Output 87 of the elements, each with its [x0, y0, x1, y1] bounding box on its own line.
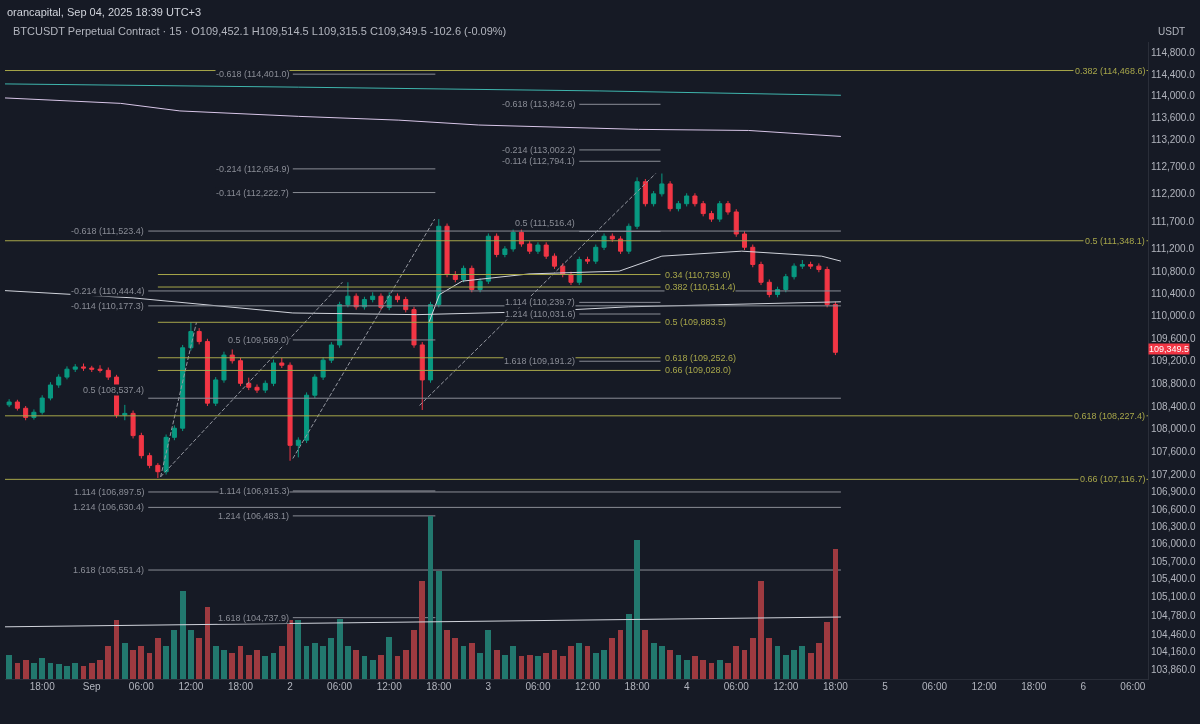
annotation: 109,349.5: [1149, 344, 1190, 354]
annotation: 0.34 (110,739.0): [665, 270, 731, 280]
y-tick-label: 106,900.0: [1151, 486, 1196, 498]
y-tick-label: 111,200.0: [1151, 243, 1195, 255]
annotation: 0.5 (109,569.0): [228, 335, 290, 345]
annotation: 0.66 (109,028.0): [665, 365, 732, 375]
x-tick-label: 12:00: [971, 681, 998, 692]
annotation: -0.214 (112,654.9): [216, 164, 290, 174]
y-tick-label: 113,200.0: [1151, 133, 1196, 145]
annotation: 1.114 (110,239.7): [505, 297, 575, 307]
y-tick-label: 109,600.0: [1151, 332, 1196, 344]
annotation: 0.382 (110,514.4): [665, 282, 736, 292]
x-tick-label: 18:00: [227, 681, 254, 692]
x-tick-label: 18:00: [624, 681, 651, 692]
y-tick-label: 104,160.0: [1151, 646, 1196, 658]
x-tick-label: 06:00: [525, 681, 551, 692]
y-tick-label: 108,400.0: [1151, 400, 1196, 412]
annotation: -0.618 (113,842.6): [502, 99, 576, 109]
y-tick-label: 112,200.0: [1151, 188, 1196, 200]
annotation: 0.5 (111,516.4): [515, 218, 575, 228]
x-tick-label: 12:00: [575, 681, 601, 692]
annotation: 1.618 (105,551.4): [73, 565, 145, 575]
annotation: 0.5 (108,537.4): [83, 385, 145, 395]
annotation: 1.618 (109,191.2): [504, 356, 576, 366]
y-tick-label: 113,600.0: [1151, 111, 1196, 123]
y-tick-label: 107,600.0: [1151, 446, 1196, 458]
y-tick-label: 110,800.0: [1151, 265, 1196, 277]
y-tick-label: 114,000.0: [1151, 90, 1196, 102]
x-tick-label: 12:00: [773, 681, 799, 692]
x-tick-label: 18:00: [822, 681, 849, 692]
annotation: 1.214 (106,630.4): [73, 502, 145, 512]
y-tick-label: 106,000.0: [1151, 538, 1196, 550]
y-tick-label: 114,400.0: [1151, 68, 1196, 80]
annotation: -0.114 (112,794.1): [502, 156, 575, 166]
y-tick-label: 105,700.0: [1151, 555, 1196, 567]
y-tick-label: 110,000.0: [1151, 310, 1196, 322]
y-tick-label: 110,400.0: [1151, 287, 1196, 299]
y-tick-label: 111,700.0: [1151, 215, 1195, 227]
y-tick-label: 107,200.0: [1151, 469, 1196, 481]
annotation: 1.114 (106,897.5): [74, 487, 145, 497]
annotation: 1.214 (106,483.1): [218, 511, 290, 521]
x-tick-label: 2: [287, 681, 294, 692]
annotation: 0.618 (109,252.6): [665, 353, 737, 363]
ref-line-label: 0.5 (111,348.1): [1085, 236, 1145, 246]
x-tick-label: 5: [882, 681, 889, 692]
annotation: -0.214 (113,002.2): [502, 145, 576, 155]
annotation: -0.618 (114,401.0): [216, 69, 290, 79]
y-tick-label: 108,800.0: [1151, 377, 1196, 389]
ref-line-label: 0.66 (107,116.7): [1080, 474, 1146, 484]
y-tick-label: 103,860.0: [1151, 664, 1196, 675]
y-tick-label: 108,000.0: [1151, 423, 1196, 435]
y-axis-title: USDT: [1158, 26, 1186, 37]
x-tick-label: 12:00: [178, 681, 204, 692]
x-tick-label: 06:00: [128, 681, 155, 692]
annotation: 1.214 (110,031.6): [505, 309, 576, 319]
x-tick-label: 3: [485, 681, 492, 692]
y-tick-label: 114,800.0: [1151, 47, 1196, 59]
annotation: 0.5 (109,883.5): [665, 317, 727, 327]
y-tick-label: 106,300.0: [1151, 520, 1196, 532]
x-tick-label: 18:00: [1021, 681, 1047, 692]
x-tick-label: 12:00: [376, 681, 403, 692]
y-tick-label: 104,780.0: [1151, 609, 1196, 621]
annotation: -0.214 (110,444.4): [71, 286, 145, 296]
y-tick-label: 105,400.0: [1151, 573, 1196, 585]
x-tick-label: 06:00: [922, 681, 948, 692]
annotation: 1.114 (106,915.3): [219, 486, 290, 496]
x-tick-label: 6: [1080, 681, 1087, 692]
x-tick-label: 18:00: [426, 681, 452, 692]
chart-title: orancapital, Sep 04, 2025 18:39 UTC+3: [7, 6, 202, 18]
x-tick-label: Sep: [82, 681, 102, 692]
annotation: -0.114 (112,222.7): [216, 188, 289, 198]
ref-line-label: 0.382 (114,468.6): [1075, 66, 1146, 76]
x-tick-label: 18:00: [29, 681, 56, 692]
y-tick-label: 109,200.0: [1151, 355, 1196, 367]
annotation: -0.618 (111,523.4): [71, 226, 144, 236]
annotation: 1.618 (104,737.9): [218, 613, 290, 623]
y-tick-label: 105,100.0: [1151, 590, 1196, 602]
chart-subtitle: BTCUSDT Perpetual Contract · 15 · O109,452.1 H109,514.5 L109,315.5 C109,349.5 -102.6 (-0.09%): [13, 25, 507, 37]
y-tick-label: 104,460.0: [1151, 628, 1196, 640]
x-tick-label: 06:00: [327, 681, 353, 692]
annotation: -0.114 (110,177.3): [71, 301, 144, 311]
x-tick-label: 4: [683, 681, 690, 692]
x-tick-label: 06:00: [1120, 681, 1146, 692]
ref-line-label: 0.618 (108,227.4): [1074, 411, 1146, 421]
y-tick-label: 112,700.0: [1151, 160, 1196, 172]
x-tick-label: 06:00: [723, 681, 750, 692]
y-tick-label: 106,600.0: [1151, 503, 1196, 515]
